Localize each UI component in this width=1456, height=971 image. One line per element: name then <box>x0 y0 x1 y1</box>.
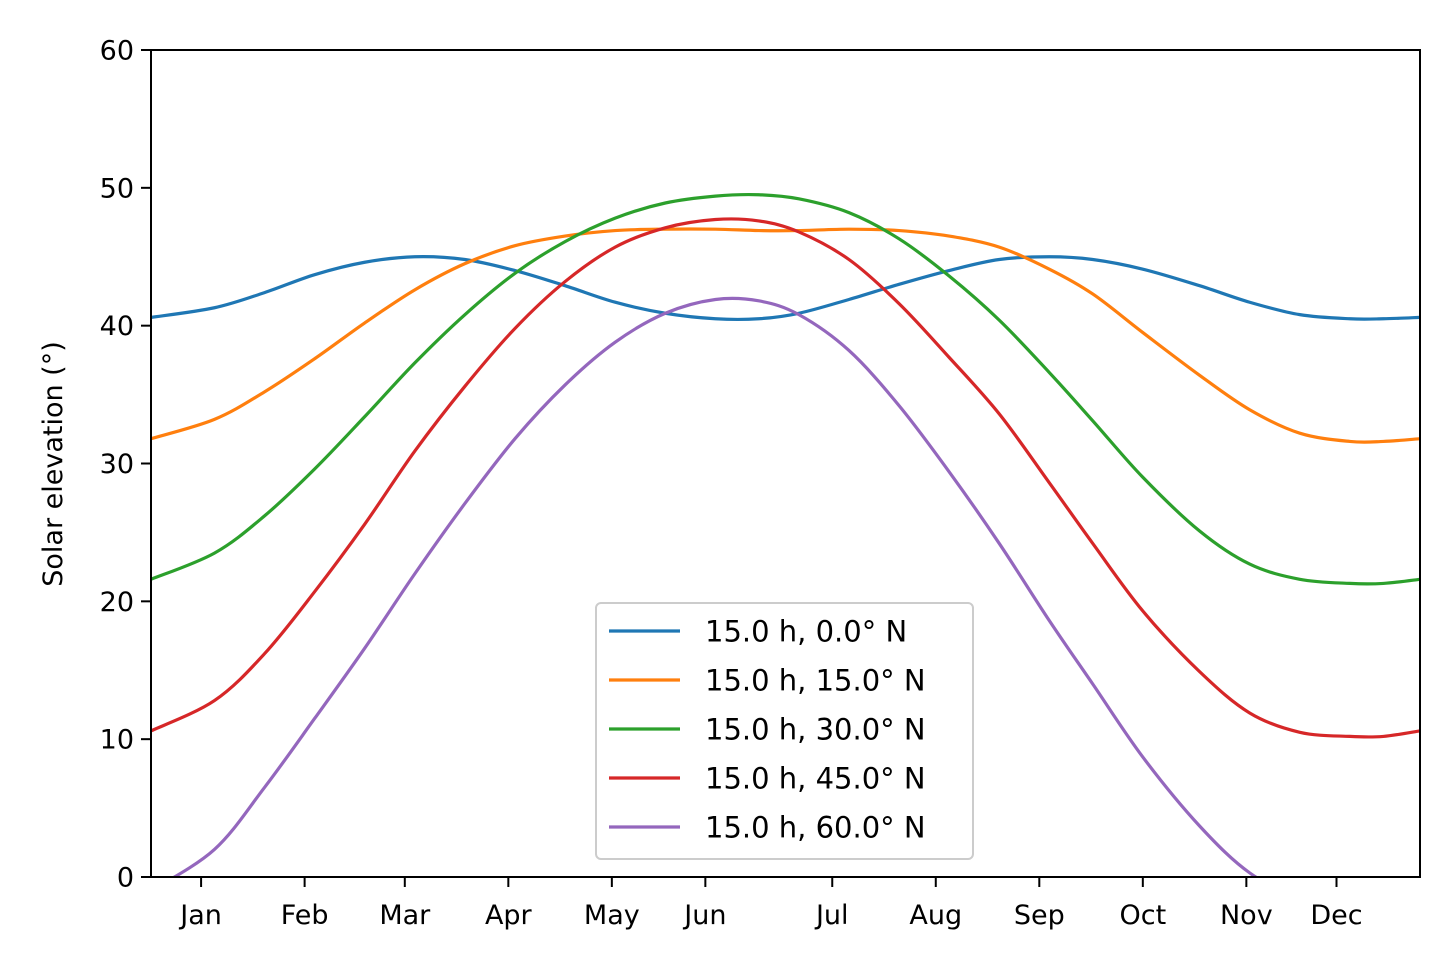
x-tick-label-dec: Dec <box>1310 900 1362 931</box>
legend-label-0: 15.0 h, 0.0° N <box>705 615 907 649</box>
legend: 15.0 h, 0.0° N 15.0 h, 15.0° N 15.0 h, 30.… <box>595 602 974 860</box>
x-tick-label-aug: Aug <box>909 900 962 931</box>
y-tick-label: 50 <box>100 173 134 204</box>
legend-label-4: 15.0 h, 60.0° N <box>705 811 926 845</box>
legend-box <box>595 602 974 860</box>
x-axis: Jan Feb Mar Apr May Jun Jul Aug Sep Oct Nov Dec <box>178 877 1363 931</box>
x-tick-label-sep: Sep <box>1014 900 1065 931</box>
series-layer <box>151 192 1420 877</box>
x-tick-label-nov: Nov <box>1220 900 1273 931</box>
series-line-1 <box>151 227 1420 444</box>
y-tick-label: 0 <box>117 863 134 894</box>
x-tick-label-oct: Oct <box>1119 900 1166 931</box>
y-axis: 0 10 20 30 40 50 60 <box>100 36 151 894</box>
y-tick-label: 10 <box>100 725 134 756</box>
legend-label-1: 15.0 h, 15.0° N <box>705 664 926 698</box>
x-tick-label-jul: Jul <box>814 900 849 931</box>
x-tick-label-jan: Jan <box>178 900 222 931</box>
x-tick-label-mar: Mar <box>379 900 431 931</box>
x-tick-label-apr: Apr <box>485 900 533 931</box>
legend-label-3: 15.0 h, 45.0° N <box>705 762 926 796</box>
series-line-4 <box>171 296 1259 877</box>
y-tick-label: 40 <box>100 311 134 342</box>
y-tick-label: 30 <box>100 449 134 480</box>
series-line-3 <box>151 217 1420 739</box>
legend-label-2: 15.0 h, 30.0° N <box>705 713 926 747</box>
y-axis-label: Solar elevation (°) <box>38 341 69 587</box>
x-tick-label-jun: Jun <box>682 900 726 931</box>
x-tick-label-feb: Feb <box>281 900 329 931</box>
series-line-2 <box>151 192 1420 586</box>
x-tick-label-may: May <box>584 900 640 931</box>
y-tick-label: 20 <box>100 587 134 618</box>
y-tick-label: 60 <box>100 36 134 67</box>
